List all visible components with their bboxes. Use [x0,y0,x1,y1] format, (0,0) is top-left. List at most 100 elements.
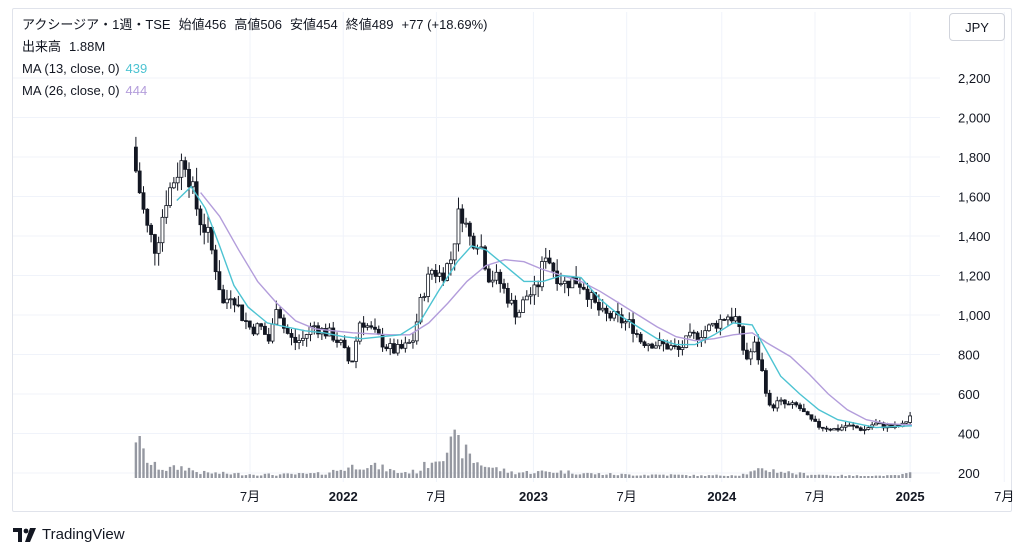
candle-body[interactable] [445,263,449,281]
candle-body[interactable] [494,271,499,281]
candle-body[interactable] [908,415,913,423]
candle-body[interactable] [433,269,438,277]
candle-body[interactable] [642,341,647,347]
candle-body[interactable] [589,292,594,300]
candle-body[interactable] [426,273,431,297]
candle-body[interactable] [684,335,689,348]
candle-body[interactable] [346,347,351,362]
price-axis[interactable]: 2,200 2,000 1,800 1,600 1,400 1,200 1,000 800 60… [958,71,991,481]
candle-body[interactable] [782,399,787,405]
candle-body[interactable] [691,331,696,334]
candle-body[interactable] [452,243,457,261]
candle-body[interactable] [532,284,537,296]
candle-body[interactable] [745,349,749,360]
candle-body[interactable] [707,324,711,332]
candle-body[interactable] [536,284,541,288]
candle-body[interactable] [623,321,628,324]
candle-body[interactable] [490,279,495,283]
candle-body[interactable] [342,339,347,349]
candle-body[interactable] [282,317,286,329]
candle-body[interactable] [638,333,643,343]
candle-body[interactable] [619,314,624,324]
candle-body[interactable] [657,340,662,347]
candle-body[interactable] [483,246,487,270]
candle-body[interactable] [168,187,172,206]
candle-body[interactable] [293,336,298,343]
candle-body[interactable] [179,160,184,178]
candle-body[interactable] [547,257,552,264]
candle-body[interactable] [703,330,708,338]
candle-body[interactable] [874,422,878,426]
candle-body[interactable] [566,280,571,289]
candle-body[interactable] [392,343,396,354]
candle-body[interactable] [190,181,195,188]
candle-body[interactable] [137,170,142,194]
candle-body[interactable] [183,160,188,170]
candle-body[interactable] [304,334,309,339]
candle-body[interactable] [505,287,510,304]
ma26-legend[interactable]: MA (26, close, 0) 444 [22,80,488,102]
candle-body[interactable] [175,176,180,184]
candle-body[interactable] [794,402,799,406]
candle-body[interactable] [187,168,191,188]
candle-body[interactable] [528,294,533,297]
candle-body[interactable] [232,298,237,306]
candle-body[interactable] [399,344,404,349]
currency-button[interactable]: JPY [949,13,1005,41]
candle-body[interactable] [502,283,506,289]
candle-body[interactable] [274,309,279,325]
candle-body[interactable] [570,277,575,289]
candle-body[interactable] [509,299,514,304]
candle-body[interactable] [228,298,233,301]
candle-body[interactable] [540,261,544,288]
candle-body[interactable] [817,421,821,428]
candle-body[interactable] [722,319,727,321]
candle-body[interactable] [634,333,639,335]
candle-body[interactable] [756,341,761,361]
candle-body[interactable] [832,428,837,431]
candle-body[interactable] [559,283,563,285]
candle-body[interactable] [338,339,343,343]
candle-body[interactable] [790,402,795,405]
candle-body[interactable] [411,340,415,343]
candle-body[interactable] [767,392,772,406]
tradingview-logo[interactable]: TradingView [13,526,125,543]
candle-body[interactable] [513,299,518,318]
candle-body[interactable] [771,404,776,409]
candle-body[interactable] [710,322,715,326]
candle-body[interactable] [464,222,468,225]
candlesticks[interactable] [133,136,913,435]
candle-body[interactable] [847,424,852,427]
candle-body[interactable] [646,343,651,347]
candle-body[interactable] [133,146,138,172]
candle-body[interactable] [270,323,275,342]
candle-body[interactable] [672,345,677,348]
candle-body[interactable] [164,205,169,218]
candle-body[interactable] [650,343,654,349]
candle-body[interactable] [388,343,393,350]
candle-body[interactable] [858,427,863,431]
candle-body[interactable] [448,259,453,265]
candle-body[interactable] [145,208,150,226]
candle-body[interactable] [809,414,814,420]
candle-body[interactable] [775,400,780,409]
candle-body[interactable] [395,344,400,354]
candle-body[interactable] [236,304,241,307]
candle-body[interactable] [680,347,685,350]
ma13-legend[interactable]: MA (13, close, 0) 439 [22,58,488,80]
candle-body[interactable] [312,325,317,328]
candle-body[interactable] [604,307,609,314]
candle-body[interactable] [843,425,848,428]
candle-body[interactable] [855,425,859,429]
candle-body[interactable] [403,342,408,349]
candle-body[interactable] [801,408,806,413]
candle-body[interactable] [247,320,252,328]
candle-body[interactable] [498,271,503,285]
candle-body[interactable] [407,341,412,344]
candle-body[interactable] [221,289,226,304]
candle-body[interactable] [350,360,355,363]
candle-body[interactable] [369,325,374,328]
candle-body[interactable] [726,316,730,321]
candle-body[interactable] [608,312,613,319]
